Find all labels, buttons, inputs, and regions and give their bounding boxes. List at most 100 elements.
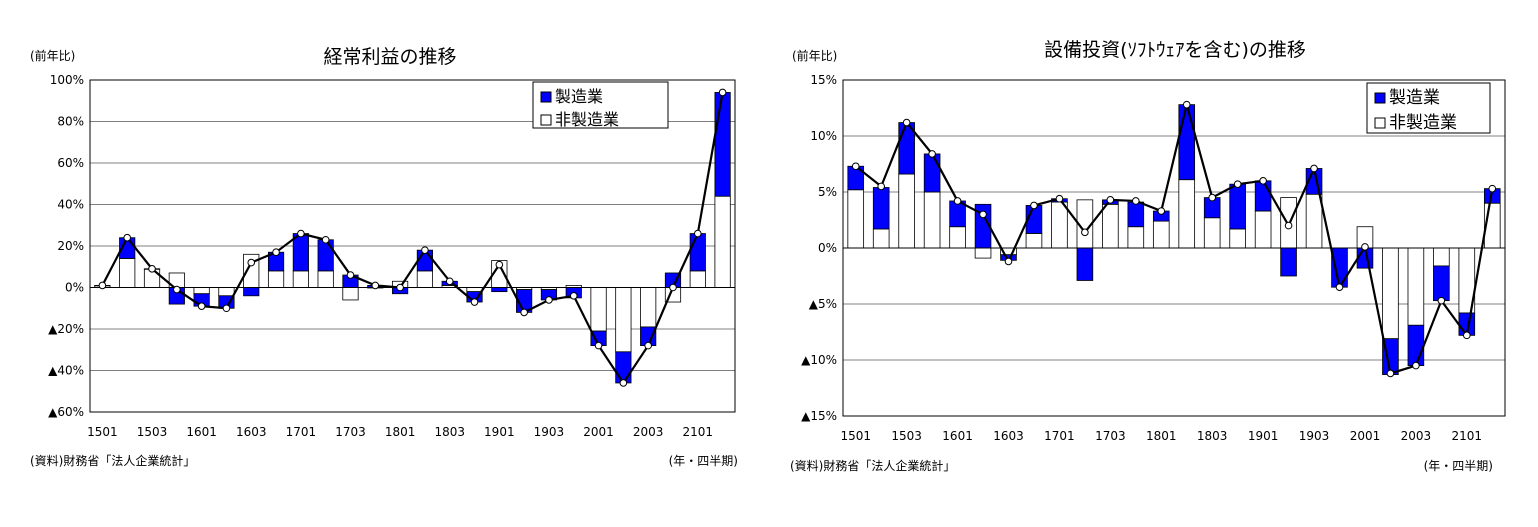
total-point: [718, 88, 727, 97]
total-point: [1081, 228, 1089, 237]
total-point: [1132, 197, 1140, 205]
total-point: [1310, 164, 1318, 173]
total-point: [148, 265, 156, 273]
x-tick-label: 1703: [1095, 429, 1126, 443]
y-tick-label: 15%: [810, 73, 837, 87]
manufacturing-bar: [1407, 324, 1425, 366]
total-point: [1463, 331, 1471, 340]
manufacturing-bar: [1076, 247, 1094, 281]
manufacturing-bar: [1229, 183, 1246, 230]
y-tick-label: 10%: [810, 129, 837, 143]
nonmanufacturing-bar: [1127, 226, 1145, 249]
total-point: [222, 304, 231, 313]
total-point: [1412, 361, 1420, 370]
total-point: [371, 281, 380, 290]
x-tick-label: 1601: [186, 425, 217, 439]
x-tick-label: 1801: [385, 425, 416, 439]
total-point: [421, 246, 429, 254]
x-tick-label: 1501: [840, 429, 871, 443]
manufacturing-bar: [1433, 265, 1450, 302]
total-point: [1055, 194, 1064, 203]
y-tick-label: ▲5%: [809, 297, 837, 311]
x-tick-label: 1803: [434, 425, 465, 439]
nonmanufacturing-bar: [317, 270, 334, 288]
manufacturing-bar: [1280, 247, 1297, 277]
manufacturing-bar: [1127, 201, 1145, 228]
total-point: [247, 258, 256, 267]
chart-title: 設備投資(ｿﾌﾄｳｪｱを含む)の推移: [1044, 39, 1306, 61]
y-tick-label: ▲15%: [801, 409, 837, 423]
x-tick-label: 1603: [236, 425, 267, 439]
x-tick-label: 1503: [137, 425, 168, 439]
x-tick-label: 1903: [534, 425, 565, 439]
total-point: [1361, 243, 1369, 251]
nonmanufacturing-bar: [1102, 203, 1119, 249]
nonmanufacturing-bar: [119, 258, 136, 288]
manufacturing-bar: [1178, 104, 1196, 181]
y-tick-label: 100%: [50, 73, 84, 87]
chart-title: 経常利益の推移: [323, 46, 456, 68]
nonmanufacturing-bar: [1178, 179, 1196, 249]
source-note: (資料)財務省「法人企業統計」: [30, 453, 195, 468]
x-tick-label: 2001: [1350, 429, 1381, 443]
total-point: [1106, 196, 1115, 204]
total-point: [123, 233, 132, 242]
nonmanufacturing-bar: [1025, 233, 1043, 249]
total-point: [98, 281, 107, 290]
total-point: [520, 308, 528, 317]
x-tick-label: 1701: [1044, 429, 1075, 443]
total-point: [594, 341, 603, 350]
legend-swatch: [1374, 92, 1386, 104]
total-point: [1259, 177, 1267, 185]
nonmanufacturing-bar: [292, 270, 309, 288]
total-point: [953, 197, 962, 205]
total-point: [495, 260, 504, 269]
nonmanufacturing-bar: [1382, 247, 1399, 340]
x-tick-label: 1501: [87, 425, 118, 439]
nonmanufacturing-bar: [466, 287, 483, 293]
nonmanufacturing-bar: [949, 226, 966, 249]
total-point: [445, 277, 454, 286]
nonmanufacturing-bar: [872, 228, 890, 249]
y-tick-label: ▲40%: [48, 364, 84, 378]
x-tick-label: 2001: [583, 425, 614, 439]
total-point: [1182, 100, 1191, 109]
total-point: [545, 296, 553, 304]
x-tick-label: 1901: [1248, 429, 1279, 443]
legend-label: 非製造業: [555, 110, 619, 129]
x-tick-label: 1503: [891, 429, 922, 443]
nonmanufacturing-bar: [1229, 228, 1246, 249]
y-tick-label: ▲60%: [48, 405, 84, 419]
total-point: [979, 210, 987, 219]
y-tick-label: 0%: [818, 241, 837, 255]
y-tick-label: 60%: [57, 156, 84, 170]
x-tick-label: 1603: [993, 429, 1024, 443]
x-tick-label: 2003: [1401, 429, 1432, 443]
nonmanufacturing-bar: [1305, 193, 1323, 249]
total-point: [693, 229, 702, 238]
total-point: [569, 292, 578, 300]
total-point: [669, 283, 677, 292]
manufacturing-bar: [923, 153, 941, 193]
x-tick-label: 1701: [286, 425, 317, 439]
total-point: [470, 298, 479, 306]
manufacturing-bar: [1331, 247, 1348, 288]
total-point: [1284, 221, 1293, 230]
y-tick-label: ▲20%: [48, 322, 84, 336]
legend-label: 非製造業: [1389, 113, 1457, 133]
y-tick-label: 80%: [57, 115, 84, 129]
legend-swatch: [1374, 117, 1386, 129]
legend-box: [532, 81, 669, 129]
x-tick-label: 1903: [1299, 429, 1330, 443]
nonmanufacturing-bar: [267, 270, 285, 288]
nonmanufacturing-bar: [342, 287, 359, 301]
x-tick-label: 2101: [1452, 429, 1483, 443]
manufacturing-bar: [317, 239, 334, 272]
legend-swatch: [540, 91, 552, 103]
nonmanufacturing-bar: [974, 247, 992, 259]
total-point: [877, 182, 885, 191]
nonmanufacturing-bar: [615, 287, 632, 353]
nonmanufacturing-bar: [898, 173, 915, 249]
manufacturing-bar: [872, 187, 890, 230]
